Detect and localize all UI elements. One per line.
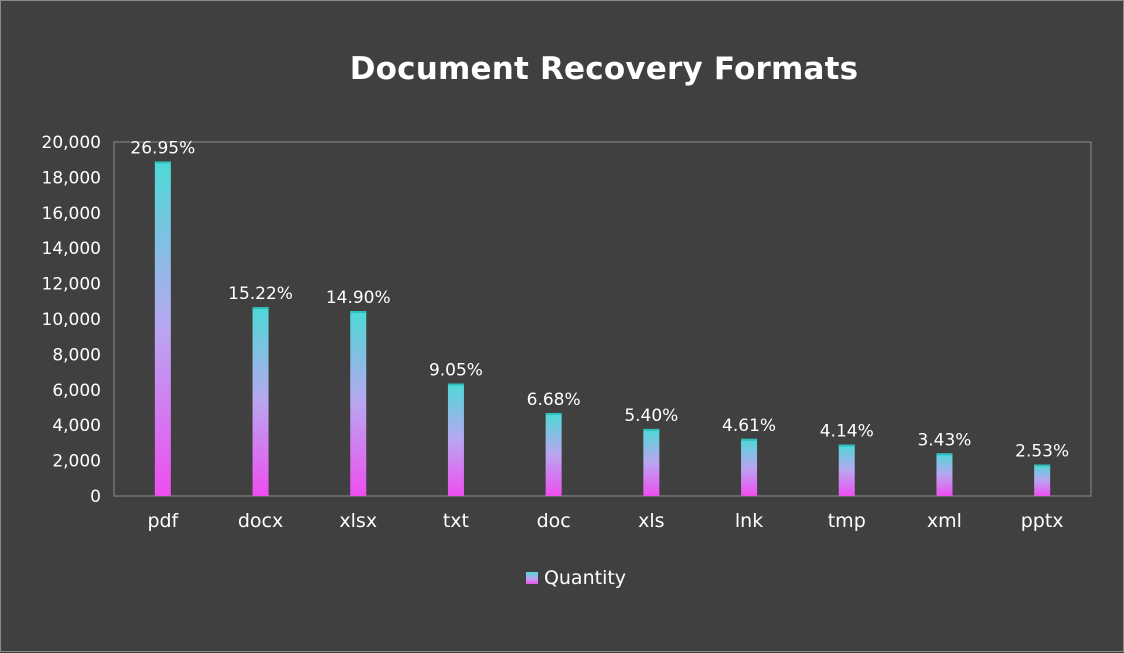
x-tick-label: tmp <box>828 510 866 532</box>
x-tick-label: xml <box>927 510 962 532</box>
bar-labels: 26.95% 15.22% 14.90% 9.05% 6.68% 5.40% 4.61% 4.… <box>130 138 1069 461</box>
bar-cap <box>1034 464 1051 467</box>
bar-cap <box>838 444 855 447</box>
y-tick-label: 16,000 <box>42 204 101 224</box>
data-label: 4.14% <box>820 422 874 442</box>
y-tick-label: 4,000 <box>52 416 101 436</box>
x-tick-label: pdf <box>147 510 179 532</box>
y-tick-label: 14,000 <box>42 239 101 259</box>
data-label: 4.61% <box>722 416 776 436</box>
data-label: 5.40% <box>624 406 678 426</box>
bar-tmp <box>838 444 855 496</box>
y-tick-label: 12,000 <box>42 275 101 295</box>
y-tick-label: 2,000 <box>52 452 101 472</box>
data-label: 26.95% <box>130 138 195 158</box>
chart-title: Document Recovery Formats <box>349 51 859 87</box>
legend-swatch <box>525 572 538 584</box>
bars <box>154 161 1051 496</box>
y-tick-label: 6,000 <box>52 381 101 401</box>
bar-doc <box>545 412 562 496</box>
bar-xlsx <box>350 311 367 496</box>
bar-xls <box>643 428 660 496</box>
bar-cap <box>643 428 660 431</box>
bar-docx <box>252 307 269 496</box>
bar-cap <box>350 311 367 314</box>
data-label: 3.43% <box>917 430 971 450</box>
bar-cap <box>447 383 464 386</box>
x-tick-label: docx <box>238 510 283 532</box>
x-axis-ticks: pdf docx xlsx txt doc xls lnk tmp xml pptx <box>147 510 1063 532</box>
bar-lnk <box>741 438 758 496</box>
bar-xml <box>936 453 953 496</box>
y-tick-label: 20,000 <box>42 133 101 153</box>
data-label: 9.05% <box>429 361 483 381</box>
data-label: 6.68% <box>527 390 581 410</box>
bar-pdf <box>154 161 171 496</box>
x-tick-label: xlsx <box>339 510 377 532</box>
bar-cap <box>936 453 953 456</box>
legend: Quantity <box>1 567 1124 589</box>
data-label: 15.22% <box>228 284 293 304</box>
plot-area-border <box>113 141 1092 497</box>
x-tick-label: xls <box>638 510 664 532</box>
data-label: 2.53% <box>1015 441 1069 461</box>
x-tick-label: pptx <box>1021 510 1064 532</box>
x-tick-label: doc <box>537 510 571 532</box>
bar-cap <box>545 412 562 415</box>
y-tick-label: 10,000 <box>42 310 101 330</box>
y-axis-ticks: 0 2,000 4,000 6,000 8,000 10,000 12,000 14,000 1… <box>42 133 101 507</box>
bar-cap <box>741 438 758 441</box>
bar-pptx <box>1034 464 1051 496</box>
bar-txt <box>447 383 464 496</box>
x-tick-label: lnk <box>735 510 763 532</box>
x-tick-label: txt <box>443 510 469 532</box>
data-label: 14.90% <box>326 288 391 308</box>
y-tick-label: 8,000 <box>52 345 101 365</box>
bar-cap <box>252 307 269 310</box>
y-tick-label: 0 <box>90 487 101 507</box>
y-tick-label: 18,000 <box>42 168 101 188</box>
bar-cap <box>154 161 171 164</box>
legend-label: Quantity <box>543 567 627 589</box>
